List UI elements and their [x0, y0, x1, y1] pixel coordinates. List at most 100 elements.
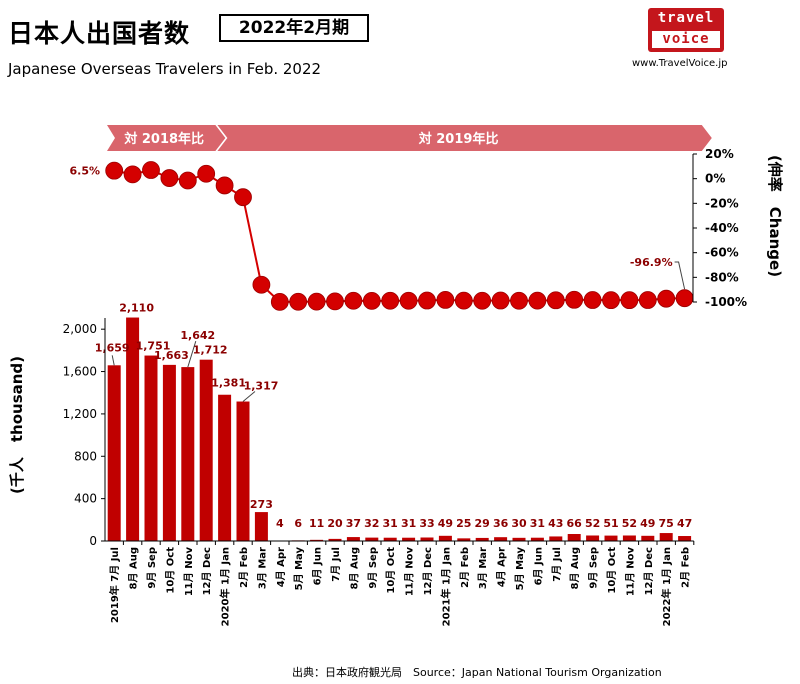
bar	[144, 355, 158, 541]
change-point	[638, 291, 657, 309]
bar	[622, 535, 636, 541]
change-point	[270, 292, 289, 311]
change-point	[362, 291, 381, 310]
page-title: 日本人出国者数	[8, 19, 191, 48]
change-point	[418, 291, 436, 310]
travelvoice-logo: travel voice	[648, 8, 724, 52]
category-label: 11月 Nov	[183, 547, 195, 597]
bar-value-label: 36	[493, 517, 509, 530]
bar-value-label: 2,110	[119, 302, 154, 315]
bar	[475, 537, 489, 541]
change-point	[142, 161, 160, 179]
bar-value-label: 1,663	[154, 349, 189, 362]
bar	[310, 539, 324, 541]
change-y-tick-label: -20%	[705, 196, 739, 210]
category-label: 9月 Sep	[588, 547, 600, 589]
source-note: 出典：日本政府観光局 Source：Japan National Tourism…	[292, 666, 662, 679]
change-point	[307, 292, 326, 311]
category-label: 5月 May	[514, 547, 526, 591]
change-y-tick-label: -60%	[705, 246, 739, 260]
change-y-axis-label: (伸率 Change)	[766, 155, 784, 277]
bar	[420, 537, 434, 541]
category-label: 10月 Oct	[606, 547, 618, 594]
change-point	[657, 289, 676, 308]
bar	[383, 537, 397, 541]
category-label: 2020年 1月 Jan	[219, 547, 232, 626]
bar-value-label: 1,381	[211, 377, 246, 390]
bar-value-label: 1,751	[136, 340, 171, 353]
change-point	[381, 291, 400, 310]
bar-value-label: 1,642	[180, 329, 215, 342]
category-label: 3月 Mar	[256, 547, 268, 589]
bar	[678, 536, 692, 541]
bar-value-label: 31	[530, 517, 545, 530]
bar-value-label: 30	[511, 517, 527, 530]
change-point	[289, 292, 308, 311]
bar-value-label: 11	[309, 517, 324, 530]
bar-value-label: 1,712	[193, 344, 228, 357]
change-point	[197, 164, 216, 183]
ribbon-2019	[217, 125, 712, 151]
change-point	[160, 169, 179, 187]
change-point	[252, 275, 271, 294]
bar-value-label: 1,659	[95, 341, 130, 354]
category-label: 3月 Mar	[477, 547, 489, 589]
change-series: 6.5% -96.9%	[69, 161, 694, 311]
change-point	[105, 161, 124, 180]
change-y-tick-label: 20%	[705, 147, 734, 161]
category-label: 5月 May	[293, 547, 305, 591]
category-label: 9月 Sep	[367, 547, 379, 589]
bar	[438, 535, 452, 541]
logo-word-travel: travel	[652, 10, 720, 27]
bar	[218, 394, 232, 541]
category-label: 10月 Oct	[385, 547, 397, 594]
bar	[530, 537, 544, 541]
category-label: 4月 Apr	[496, 547, 508, 587]
change-point	[234, 188, 252, 207]
bar	[567, 534, 581, 541]
change-point	[620, 291, 639, 310]
bar-value-label: 51	[603, 517, 618, 530]
change-point	[123, 165, 142, 184]
logo-word-voice: voice	[652, 31, 720, 48]
site-url: www.TravelVoice.jp	[632, 58, 728, 69]
chart-subtitle: Japanese Overseas Travelers in Feb. 2022	[8, 60, 322, 78]
category-label: 7月 Jul	[330, 547, 342, 582]
change-point	[565, 290, 584, 309]
change-y-tick-label: -40%	[705, 221, 739, 235]
change-point	[178, 171, 197, 190]
bar-value-label: 47	[677, 517, 692, 530]
change-point	[675, 289, 694, 308]
bar-value-label: 25	[456, 517, 471, 530]
bar-value-label: 52	[622, 517, 637, 530]
bar	[162, 364, 176, 541]
bar	[659, 533, 673, 541]
bar-value-label: 43	[548, 517, 563, 530]
bar-value-label: 273	[250, 498, 273, 511]
category-label: 2021年 1月 Jan	[439, 547, 452, 626]
change-annotation: 6.5%	[69, 165, 100, 178]
bar	[549, 536, 563, 541]
change-y-tick-label: -80%	[705, 270, 739, 284]
bar	[457, 538, 471, 541]
bar-value-label: 75	[659, 517, 674, 530]
period-badge: 2022年2月期	[219, 14, 369, 42]
change-point	[491, 291, 510, 310]
category-label: 9月 Sep	[146, 547, 158, 589]
change-point	[399, 291, 418, 310]
bar-value-label: 37	[346, 517, 361, 530]
category-label: 6月 Jun	[532, 547, 544, 585]
bar	[402, 537, 416, 541]
change-point	[326, 292, 344, 311]
bar	[494, 537, 508, 541]
bar-y-axis-label: (千人 thousand)	[8, 356, 26, 494]
bar	[512, 537, 526, 541]
category-label: 7月 Jul	[551, 547, 563, 582]
change-line	[114, 168, 685, 303]
change-point	[546, 291, 565, 310]
bar	[365, 537, 379, 541]
leader-line	[674, 261, 686, 290]
category-label: 8月 Aug	[569, 547, 581, 589]
